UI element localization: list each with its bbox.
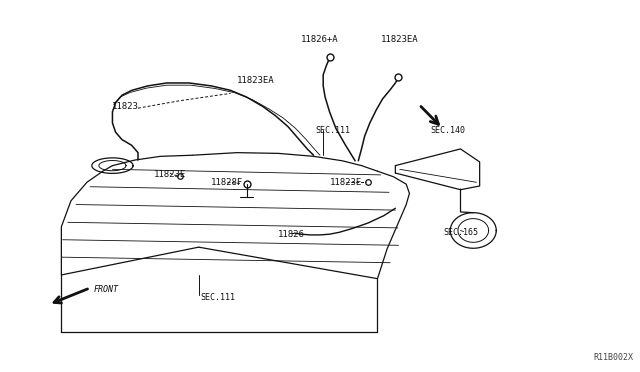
Text: R11B002X: R11B002X xyxy=(593,353,633,362)
Text: SEC.111: SEC.111 xyxy=(200,293,236,302)
Text: 11826: 11826 xyxy=(278,230,305,239)
Text: SEC.165: SEC.165 xyxy=(443,228,478,237)
Text: SEC.111: SEC.111 xyxy=(316,126,350,135)
Text: FRONT: FRONT xyxy=(93,285,118,294)
Text: 11826+A: 11826+A xyxy=(301,35,339,44)
Text: SEC.140: SEC.140 xyxy=(430,126,465,135)
Text: 11823: 11823 xyxy=(112,102,139,111)
Text: 11823EA: 11823EA xyxy=(237,76,275,85)
Text: 11823EA: 11823EA xyxy=(381,35,419,44)
Text: 11823E: 11823E xyxy=(330,178,362,187)
Text: 11828F: 11828F xyxy=(211,178,244,187)
Text: 11823E: 11823E xyxy=(154,170,186,179)
